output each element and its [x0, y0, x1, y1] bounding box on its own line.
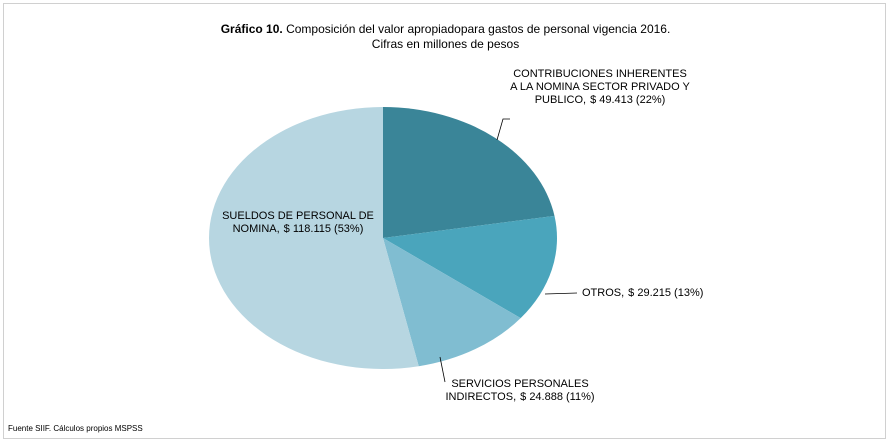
slice-label: SERVICIOS PERSONALES INDIRECTOS, $ 24.888…	[440, 378, 600, 404]
pie-slice	[383, 215, 557, 319]
leader-line	[544, 292, 578, 295]
source: Fuente SIIF. Cálculos propios MSPSS	[8, 424, 143, 433]
slice-label: OTROS, $ 29.215 (13%)	[582, 287, 752, 300]
category-label: SERVICIOS PERSONALES INDIRECTOS,	[445, 378, 589, 403]
value-label: $ 29.215 (13%)	[628, 287, 704, 299]
pie-slice	[209, 107, 419, 369]
value-label: $ 24.888 (11%)	[520, 391, 595, 403]
title-bold: Gráfico 10.	[220, 22, 283, 36]
pie-slice	[383, 238, 521, 367]
value-label: $ 118.115 (53%)	[283, 223, 364, 235]
leader-line	[496, 118, 510, 141]
chart-frame	[3, 3, 886, 439]
chart-title: Composición del valor apropiadopara gast…	[286, 22, 671, 36]
category-label: OTROS,	[582, 287, 625, 299]
leader-line	[439, 356, 446, 383]
slice-label: SUELDOS DE PERSONAL DE NOMINA, $ 118.115 …	[208, 210, 388, 236]
category-label: SUELDOS DE PERSONAL DE NOMINA,	[222, 210, 374, 235]
category-label: CONTRIBUCIONES INHERENTES A LA NOMINA SE…	[510, 68, 690, 106]
title-block: Gráfico 10. Composición del valor apropi…	[0, 22, 891, 36]
value-label: $ 49.413 (22%)	[590, 94, 666, 106]
slice-label: CONTRIBUCIONES INHERENTES A LA NOMINA SE…	[510, 68, 690, 107]
chart-subtitle: Cifras en millones de pesos	[371, 37, 520, 51]
pie-slice	[383, 107, 555, 238]
